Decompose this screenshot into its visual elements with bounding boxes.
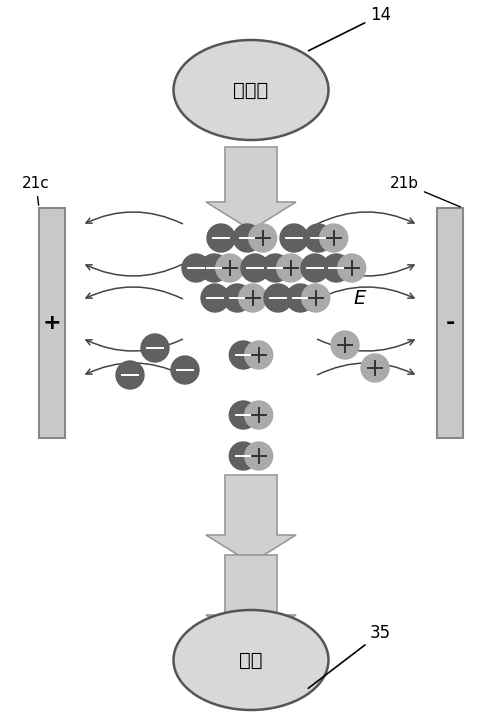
- Text: 35: 35: [308, 624, 390, 688]
- Circle shape: [360, 354, 388, 382]
- Circle shape: [322, 254, 350, 282]
- Circle shape: [215, 254, 243, 282]
- FancyArrowPatch shape: [86, 212, 182, 223]
- Bar: [39, 208, 65, 438]
- FancyArrowPatch shape: [86, 287, 182, 298]
- Polygon shape: [205, 147, 296, 230]
- FancyArrowPatch shape: [317, 339, 413, 351]
- Circle shape: [301, 284, 329, 312]
- FancyArrowPatch shape: [317, 363, 413, 375]
- Circle shape: [337, 254, 365, 282]
- Circle shape: [171, 356, 198, 384]
- Circle shape: [304, 224, 332, 252]
- FancyArrowPatch shape: [86, 339, 182, 351]
- Circle shape: [244, 442, 272, 470]
- Text: 离子源: 离子源: [233, 81, 268, 99]
- Circle shape: [238, 284, 266, 312]
- Circle shape: [182, 254, 209, 282]
- Bar: [436, 208, 462, 438]
- Text: -: -: [444, 313, 454, 333]
- Circle shape: [264, 284, 292, 312]
- Circle shape: [116, 361, 144, 389]
- Polygon shape: [205, 555, 296, 643]
- Text: +: +: [43, 313, 61, 333]
- Circle shape: [229, 401, 257, 429]
- Circle shape: [200, 284, 228, 312]
- Text: 14: 14: [308, 6, 390, 51]
- Circle shape: [244, 341, 272, 369]
- Circle shape: [276, 254, 304, 282]
- Circle shape: [240, 254, 269, 282]
- Circle shape: [280, 224, 308, 252]
- Text: 21c: 21c: [22, 176, 50, 205]
- Text: 物体: 物体: [239, 650, 262, 670]
- Circle shape: [286, 284, 314, 312]
- Text: E: E: [353, 288, 365, 308]
- Ellipse shape: [173, 610, 328, 710]
- FancyArrowPatch shape: [317, 287, 413, 298]
- Circle shape: [244, 401, 272, 429]
- Circle shape: [248, 224, 276, 252]
- FancyArrowPatch shape: [317, 212, 413, 223]
- Circle shape: [319, 224, 347, 252]
- Circle shape: [330, 331, 358, 359]
- FancyArrowPatch shape: [86, 363, 182, 375]
- Text: 21b: 21b: [389, 176, 459, 207]
- FancyArrowPatch shape: [317, 264, 413, 276]
- Circle shape: [206, 224, 234, 252]
- Circle shape: [229, 442, 257, 470]
- Ellipse shape: [173, 40, 328, 140]
- Circle shape: [233, 224, 261, 252]
- FancyArrowPatch shape: [86, 264, 182, 276]
- Polygon shape: [205, 475, 296, 563]
- Circle shape: [223, 284, 251, 312]
- Circle shape: [141, 334, 169, 362]
- Circle shape: [301, 254, 328, 282]
- Circle shape: [229, 341, 257, 369]
- Circle shape: [200, 254, 228, 282]
- Circle shape: [261, 254, 289, 282]
